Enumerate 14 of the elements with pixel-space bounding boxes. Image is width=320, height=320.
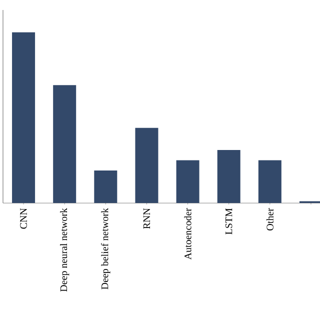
bar bbox=[135, 128, 158, 203]
bar bbox=[94, 170, 118, 203]
x-tick-label: CNN bbox=[20, 208, 27, 229]
bar bbox=[12, 32, 36, 203]
x-tick-label: RNN bbox=[143, 208, 150, 229]
x-tick-label: Deep neural network bbox=[60, 208, 70, 292]
bar bbox=[217, 150, 240, 203]
bar bbox=[53, 85, 76, 203]
x-tick-label: Autoencoder bbox=[184, 208, 192, 260]
x-tick-label: LSTM bbox=[225, 208, 232, 234]
bar bbox=[176, 160, 200, 203]
x-tick-label: Deep belief network bbox=[101, 208, 110, 290]
bar bbox=[258, 160, 282, 203]
x-tick-label: Other bbox=[266, 208, 274, 230]
